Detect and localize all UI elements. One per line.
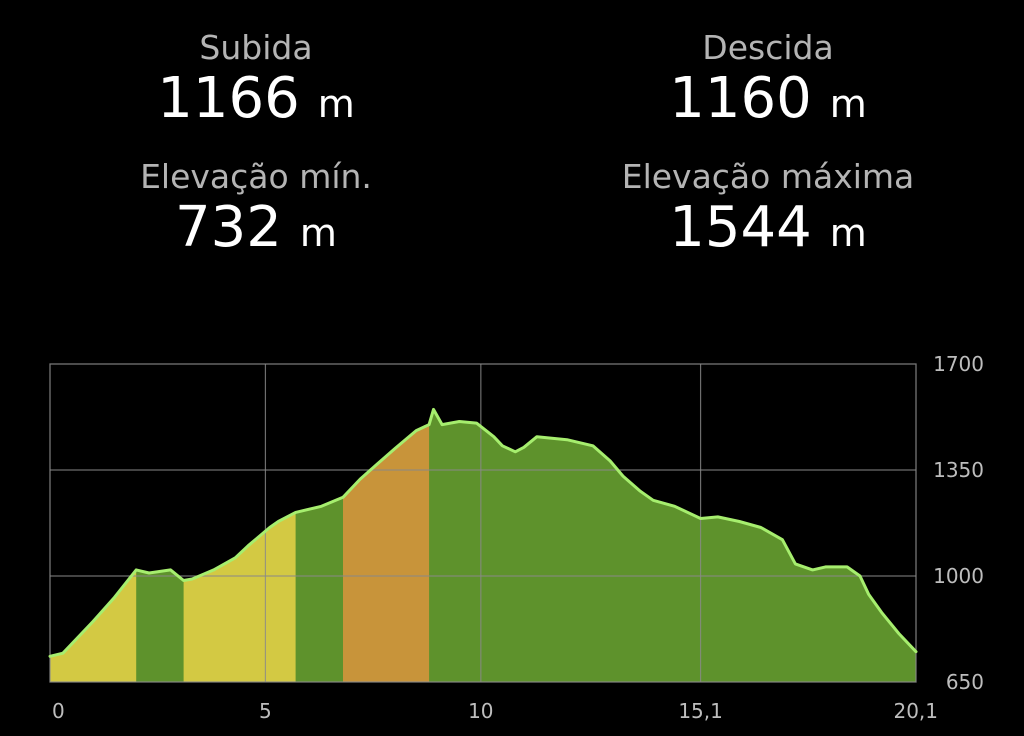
max-elevation-label: Elevação máxima — [621, 157, 915, 196]
min-elevation-stat: Elevação mín. 732 m — [56, 157, 456, 272]
descent-value: 1160 — [669, 66, 812, 131]
y-tick-label: 1350 — [933, 458, 984, 482]
descent-stat: Descida 1160 m — [568, 28, 968, 143]
slope-segment-moderate — [50, 409, 137, 682]
y-tick-label: 1700 — [933, 352, 984, 376]
max-elevation-value-row: 1544 m — [568, 197, 968, 272]
max-elevation-unit: m — [829, 211, 867, 255]
stats-panel: Subida 1166 m Descida 1160 m Elevação mín.… — [0, 0, 1024, 300]
ascent-value-row: 1166 m — [56, 68, 456, 143]
min-elevation-unit: m — [299, 211, 337, 255]
y-tick-label: 1000 — [933, 564, 984, 588]
slope-segment-gentle — [295, 409, 344, 682]
min-elevation-value-row: 732 m — [56, 197, 456, 272]
x-tick-label: 0 — [52, 699, 65, 723]
descent-unit: m — [829, 82, 867, 126]
x-tick-label: 5 — [259, 699, 272, 723]
slope-segment-moderate — [183, 409, 297, 682]
elevation-profile-line — [48, 407, 918, 658]
x-tick-label: 10 — [468, 699, 493, 723]
chart-ticks: 0 5 10 15,1 20,1 1700 1350 1000 650 — [52, 352, 984, 723]
ascent-value: 1166 — [157, 66, 300, 131]
slope-segment-steep — [343, 409, 430, 682]
ascent-unit: m — [317, 82, 355, 126]
max-elevation-value: 1544 — [669, 195, 812, 260]
descent-value-row: 1160 m — [568, 68, 968, 143]
ascent-label: Subida — [199, 28, 313, 67]
slope-segment-gentle — [136, 409, 185, 682]
ascent-stat: Subida 1166 m — [56, 28, 456, 143]
profile-line-layer — [48, 407, 918, 658]
max-elevation-stat: Elevação máxima 1544 m — [568, 157, 968, 272]
profile-area-layer — [50, 409, 916, 682]
x-tick-label: 20,1 — [893, 699, 938, 723]
min-elevation-value: 732 — [175, 195, 282, 260]
min-elevation-label: Elevação mín. — [140, 157, 372, 196]
chart-grid — [49, 363, 917, 683]
plot-frame — [49, 363, 917, 683]
slope-segment-gentle — [429, 409, 916, 682]
elevation-profile-chart[interactable]: 0 5 10 15,1 20,1 1700 1350 1000 650 — [0, 340, 1024, 736]
elevation-chart-svg[interactable]: 0 5 10 15,1 20,1 1700 1350 1000 650 — [0, 340, 1024, 736]
x-tick-label: 15,1 — [678, 699, 723, 723]
descent-label: Descida — [702, 28, 834, 67]
y-tick-label: 650 — [946, 670, 984, 694]
